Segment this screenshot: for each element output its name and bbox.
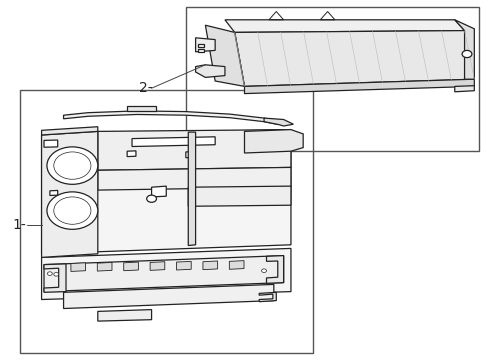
- Polygon shape: [71, 263, 85, 271]
- Polygon shape: [44, 264, 66, 292]
- Polygon shape: [44, 140, 58, 147]
- Polygon shape: [195, 65, 224, 77]
- Polygon shape: [63, 111, 278, 125]
- Polygon shape: [234, 31, 473, 86]
- Polygon shape: [97, 262, 112, 271]
- Polygon shape: [188, 132, 195, 246]
- Bar: [185, 7, 478, 151]
- Circle shape: [47, 147, 98, 184]
- Polygon shape: [266, 256, 283, 283]
- Polygon shape: [44, 256, 283, 292]
- Polygon shape: [127, 106, 156, 111]
- Polygon shape: [98, 130, 290, 170]
- Circle shape: [461, 50, 471, 58]
- Polygon shape: [244, 79, 473, 94]
- Polygon shape: [198, 44, 204, 47]
- Polygon shape: [185, 152, 194, 158]
- Circle shape: [47, 272, 52, 275]
- Polygon shape: [151, 186, 166, 197]
- Polygon shape: [150, 262, 164, 270]
- Circle shape: [54, 273, 59, 276]
- Polygon shape: [41, 127, 98, 135]
- Polygon shape: [195, 38, 215, 52]
- Polygon shape: [63, 284, 273, 309]
- Polygon shape: [41, 130, 290, 254]
- Polygon shape: [98, 310, 151, 321]
- Polygon shape: [264, 118, 293, 126]
- Polygon shape: [188, 186, 290, 206]
- Polygon shape: [229, 261, 244, 269]
- Polygon shape: [41, 131, 98, 257]
- Text: 2-: 2-: [139, 81, 153, 95]
- Polygon shape: [454, 86, 473, 92]
- Polygon shape: [132, 137, 215, 147]
- Text: 1-: 1-: [12, 218, 26, 232]
- Polygon shape: [203, 261, 217, 270]
- Polygon shape: [224, 20, 464, 32]
- Polygon shape: [176, 261, 191, 270]
- Circle shape: [261, 269, 266, 273]
- Polygon shape: [98, 167, 290, 190]
- Polygon shape: [198, 49, 204, 52]
- Polygon shape: [205, 25, 244, 86]
- Circle shape: [146, 195, 156, 202]
- Polygon shape: [259, 292, 276, 302]
- Bar: [20, 90, 312, 353]
- Polygon shape: [127, 151, 136, 157]
- Polygon shape: [454, 20, 473, 79]
- Polygon shape: [50, 190, 58, 195]
- Polygon shape: [41, 248, 290, 300]
- Circle shape: [47, 192, 98, 229]
- Polygon shape: [244, 130, 303, 153]
- Polygon shape: [123, 262, 138, 271]
